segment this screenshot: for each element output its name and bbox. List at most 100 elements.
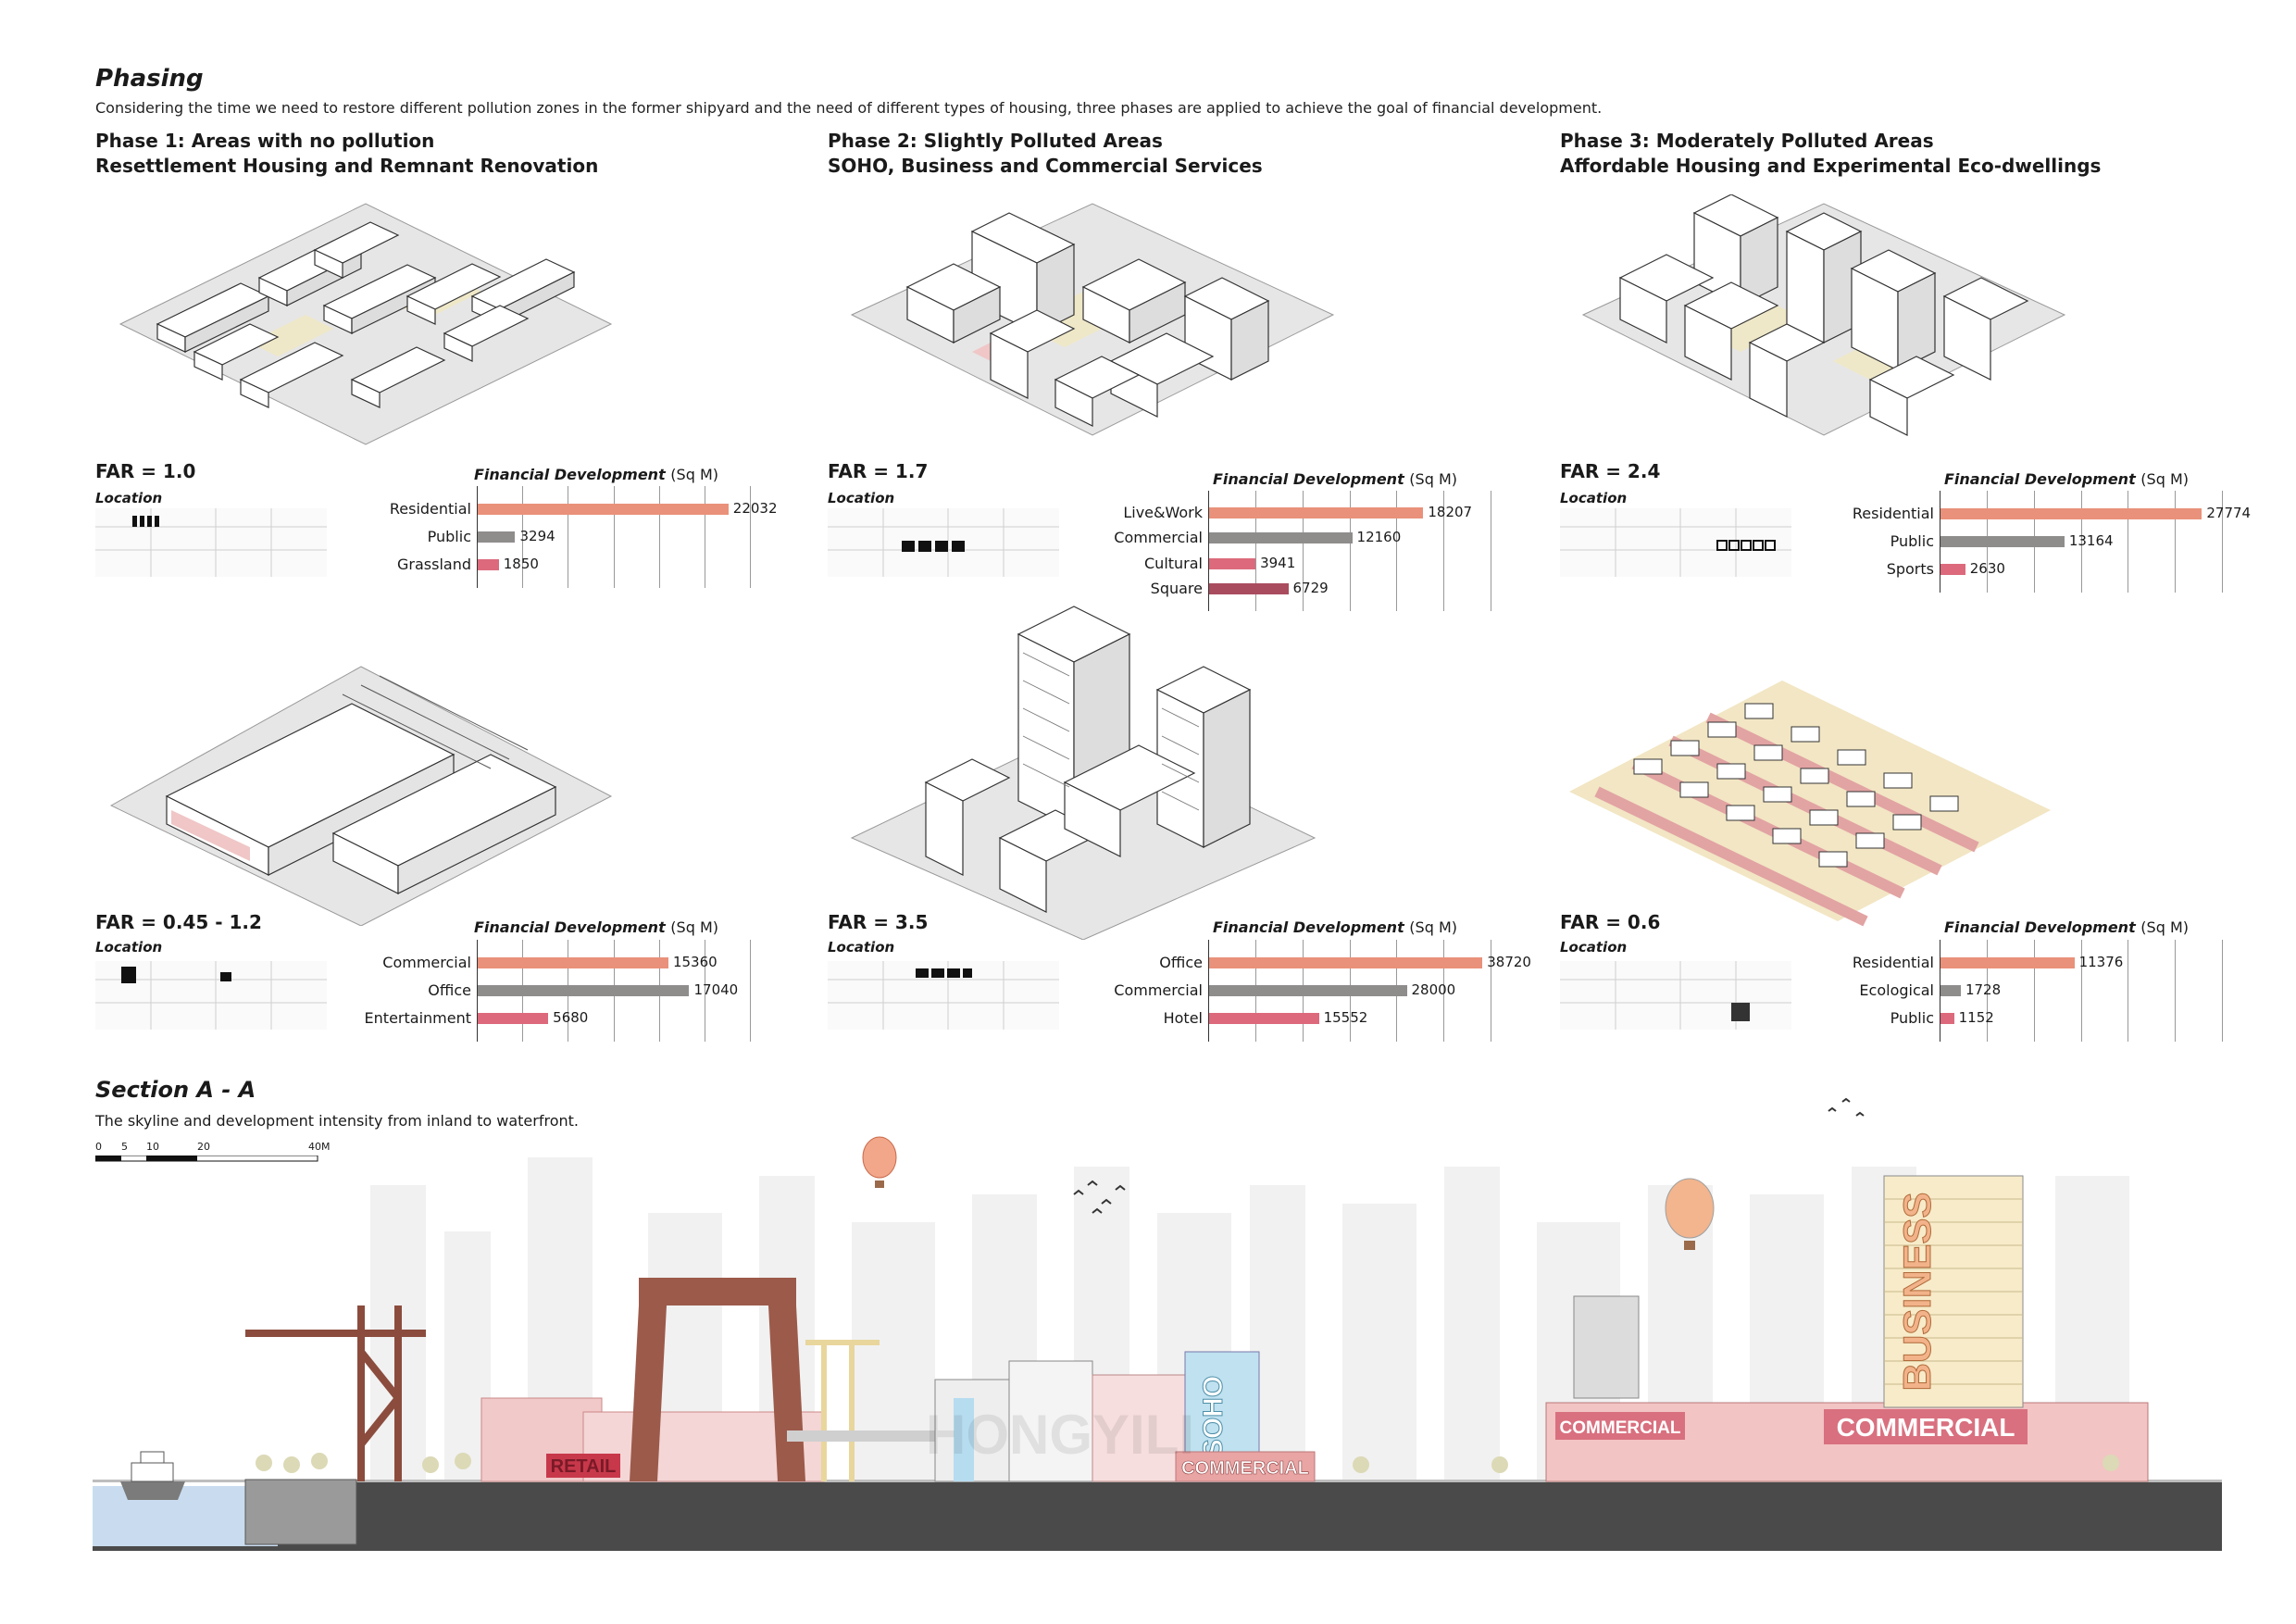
phase-3-subtitle: Affordable Housing and Experimental Eco-… xyxy=(1560,155,2102,177)
bar xyxy=(1940,985,1961,996)
location-label-2a: Location xyxy=(828,490,895,506)
bar-value: 38720 xyxy=(1487,954,1531,970)
bar-label: Cultural xyxy=(1144,554,1203,572)
soho-sign: SOHO xyxy=(1198,1376,1229,1457)
balloon-icon-right xyxy=(1665,1178,1715,1250)
birds-icon xyxy=(1073,1097,1865,1214)
scale-label-40: 40M xyxy=(308,1141,331,1153)
location-label-1a: Location xyxy=(95,490,163,506)
bar xyxy=(1209,957,1483,968)
ship-icon xyxy=(120,1451,185,1500)
grid-line xyxy=(1349,491,1351,611)
financial-chart-2b: Office 38720 Commercial 28000 Hotel 15552 xyxy=(1083,940,1531,1051)
phase-3-title: Phase 3: Moderately Polluted Areas xyxy=(1560,130,1934,152)
commercial-sign-3: COMMERCIAL xyxy=(1837,1413,2015,1442)
section-subtitle: The skyline and development intensity fr… xyxy=(95,1112,579,1130)
phase-3-heading: Phase 3: Moderately Polluted Areas Affor… xyxy=(1560,129,2101,179)
retail-sign: RETAIL xyxy=(551,1456,617,1477)
bar-label: Commercial xyxy=(382,954,471,971)
scale-bar: 0 5 10 20 40M xyxy=(95,1141,331,1170)
grid-line xyxy=(2175,940,2177,1042)
location-label-3b: Location xyxy=(1560,939,1628,956)
bar xyxy=(478,559,499,570)
grid-line xyxy=(1396,491,1398,611)
bar-value: 15552 xyxy=(1323,1009,1368,1026)
fd-title-2a: Financial Development (Sq M) xyxy=(1213,470,1457,488)
bar-label: Office xyxy=(1159,954,1203,971)
bar xyxy=(1940,508,2202,519)
location-map-2a xyxy=(828,508,1059,577)
grid-line xyxy=(477,486,478,588)
bar-value: 17040 xyxy=(693,981,739,998)
fd-title-text: Financial Development xyxy=(1944,470,2136,488)
financial-chart-3a: Residential 27774 Public 13164 Sports 2630 xyxy=(1815,491,2251,602)
bar-label: Commercial xyxy=(1114,529,1203,547)
scale-label-0: 0 xyxy=(95,1141,102,1153)
grid-line xyxy=(613,486,615,588)
phase-3b-axonometric xyxy=(1569,681,2051,927)
far-2a: FAR = 1.7 xyxy=(828,460,929,482)
bar xyxy=(478,985,690,996)
page-intro: Considering the time we need to restore … xyxy=(95,99,1603,117)
grid-line xyxy=(1254,491,1256,611)
grid-line xyxy=(658,486,660,588)
trees xyxy=(256,1453,2119,1473)
fd-title-3a: Financial Development (Sq M) xyxy=(1944,470,2189,488)
location-label-1b: Location xyxy=(95,939,163,956)
bar-value: 1728 xyxy=(1965,981,2002,998)
bar xyxy=(1940,536,2065,547)
fd-title-text: Financial Development xyxy=(1213,918,1404,936)
bar-value: 12160 xyxy=(1356,529,1402,546)
grid-line xyxy=(2080,491,2082,593)
bar-label: Sports xyxy=(1886,560,1934,578)
watermark-text: HONGYILI xyxy=(926,1404,1194,1466)
scale-label-20: 20 xyxy=(197,1141,210,1153)
fd-title-text: Financial Development xyxy=(1213,470,1404,488)
bar xyxy=(1940,1013,1954,1024)
bar-value: 27774 xyxy=(2206,505,2252,521)
gantry-crane-left xyxy=(245,1305,426,1481)
grid-line xyxy=(1986,940,1988,1042)
bar-label: Public xyxy=(1890,1009,1934,1027)
grid-line xyxy=(750,940,751,1042)
bar-value: 2630 xyxy=(1969,560,2005,577)
bar-label: Residential xyxy=(1852,954,1934,971)
location-map-3b xyxy=(1560,961,1791,1030)
location-map-2b xyxy=(828,961,1059,1030)
fd-title-2b: Financial Development (Sq M) xyxy=(1213,918,1457,936)
fd-title-1a: Financial Development (Sq M) xyxy=(474,466,718,483)
bar-value: 3941 xyxy=(1260,554,1296,571)
bar xyxy=(478,1013,549,1024)
bar-label: Live&Work xyxy=(1123,503,1203,521)
location-map-1b xyxy=(95,961,327,1030)
bar-value: 5680 xyxy=(553,1009,589,1026)
bar xyxy=(1209,557,1256,569)
bar-value: 22032 xyxy=(732,500,778,517)
fd-title-text: Financial Development xyxy=(1944,918,2136,936)
fd-unit-text: (Sq M) xyxy=(670,466,718,483)
location-map-1a xyxy=(95,508,327,577)
phase-1b-axonometric xyxy=(109,666,613,926)
bridge xyxy=(805,1340,880,1481)
soho-building-2 xyxy=(1008,1360,1093,1482)
bar-label: Residential xyxy=(389,500,471,518)
grid-line xyxy=(1443,491,1445,611)
bar-label: Entertainment xyxy=(364,1009,471,1027)
bar xyxy=(1209,1013,1319,1024)
phase-2a-axonometric xyxy=(850,203,1335,436)
section-title: Section A - A xyxy=(95,1077,256,1103)
skyline-section: RETAIL SOHO COMMERCIAL COMMERCIAL COMMER… xyxy=(93,1097,2222,1551)
bar-value: 1152 xyxy=(1958,1009,1994,1026)
bar xyxy=(1940,564,1965,575)
retail-sign-bg xyxy=(546,1454,620,1478)
bar xyxy=(1209,583,1289,595)
phase-1-title: Phase 1: Areas with no pollution xyxy=(95,130,435,152)
fd-title-1b: Financial Development (Sq M) xyxy=(474,918,718,936)
financial-chart-1a: Residential 22032 Public 3294 Grassland 1850 xyxy=(352,486,778,597)
far-3b: FAR = 0.6 xyxy=(1560,911,1661,933)
commercial-sign-1: COMMERCIAL xyxy=(1181,1458,1309,1479)
far-1b: FAR = 0.45 - 1.2 xyxy=(95,911,262,933)
bar-value: 1850 xyxy=(503,556,539,572)
fd-unit-text: (Sq M) xyxy=(1409,918,1457,936)
location-label-2b: Location xyxy=(828,939,895,956)
